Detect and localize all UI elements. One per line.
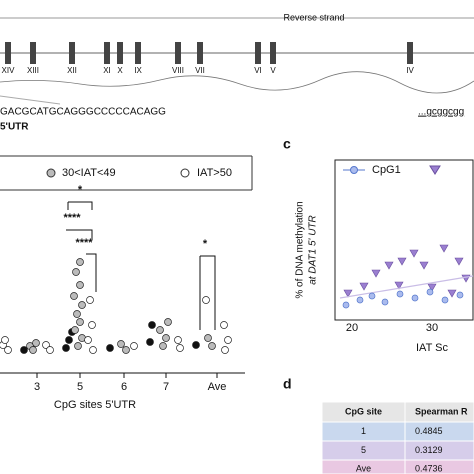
x-axis-title: IAT Sc [416,342,448,354]
strand-label: Reverse strand [283,12,344,22]
exon-label: IV [406,66,414,75]
exon-label: XIII [27,66,39,75]
dot-plot [0,258,232,354]
exon-label: XIV [2,66,16,75]
exon-label: VI [254,66,262,75]
exon [135,42,141,64]
exon-label: XI [103,66,111,75]
table-row [321,440,474,461]
x-tick-label: 3 [34,381,40,393]
table-header: Spearman R [415,406,468,416]
connector [0,95,61,105]
x-tick-label: 5 [77,381,83,393]
exon [197,42,203,64]
sequence-left: GACGCATGCAGGGCCCCCACAGG [0,107,166,118]
exon-track: XIV XIII XII XI X IX VIII VII VI V IV [0,42,474,75]
utr-label: 5'UTR [0,122,29,133]
table-cell: 0.4845 [415,426,443,436]
exon [407,42,413,64]
significance: * [203,238,208,250]
table-cell: 0.4736 [415,463,443,473]
exon-label: X [117,66,123,75]
exon-label: IX [134,66,142,75]
significance: * [78,184,83,196]
table-cell: Ave [356,463,371,473]
x-tick-label: 6 [121,381,127,393]
legend-marker [429,165,441,175]
table-cell: 5 [361,445,366,455]
legend-marker [350,166,358,174]
exon [255,42,261,64]
x-tick-label: 7 [163,381,169,393]
significance: **** [75,237,93,249]
plot-frame [334,159,474,321]
legend-label: IAT>50 [197,167,232,179]
x-tick-label: 20 [346,322,358,334]
panel-letter: c [283,136,291,152]
conservation-line [0,71,474,94]
legend-marker [46,168,56,178]
table-header: CpG site [345,406,382,416]
exon-label: VIII [172,66,184,75]
legend-label: 30<IAT<49 [62,167,116,179]
scatter-triangles [343,244,471,298]
x-tick-label: Ave [208,381,227,393]
exon [30,42,36,64]
y-axis-title-line: % of DNA methylation [295,201,306,298]
significance: **** [63,212,81,224]
exon [5,42,11,64]
trend-line [339,275,474,299]
exon [117,42,123,64]
table-row [321,459,474,474]
table-cell: 0.3129 [415,445,443,455]
table-row [321,421,474,442]
table-cell: 1 [361,426,366,436]
legend-label: CpG1 [372,164,401,176]
x-tick-labels: 3 5 6 7 Ave [34,373,226,393]
y-axis-title: % of DNA methylation at DAT1 5' UTR [295,201,319,298]
exon [175,42,181,64]
exon-label: V [270,66,276,75]
table: CpG site Spearman R 1 0.4845 5 0.3129 Ave 0.473… [321,401,474,474]
exon-label: VII [195,66,205,75]
scatter-circles [342,288,464,309]
exon [270,42,276,64]
y-axis-title-line: at DAT1 5' UTR [308,215,319,285]
legend-marker [180,168,190,178]
sequence-right: ...gcggcgg [418,107,464,118]
exon [104,42,110,64]
exon [69,42,75,64]
exon-label: XII [67,66,77,75]
x-axis-title: CpG sites 5'UTR [54,399,136,411]
significance-brackets [66,201,216,330]
panel-letter: d [283,376,292,392]
x-tick-label: 30 [426,322,438,334]
